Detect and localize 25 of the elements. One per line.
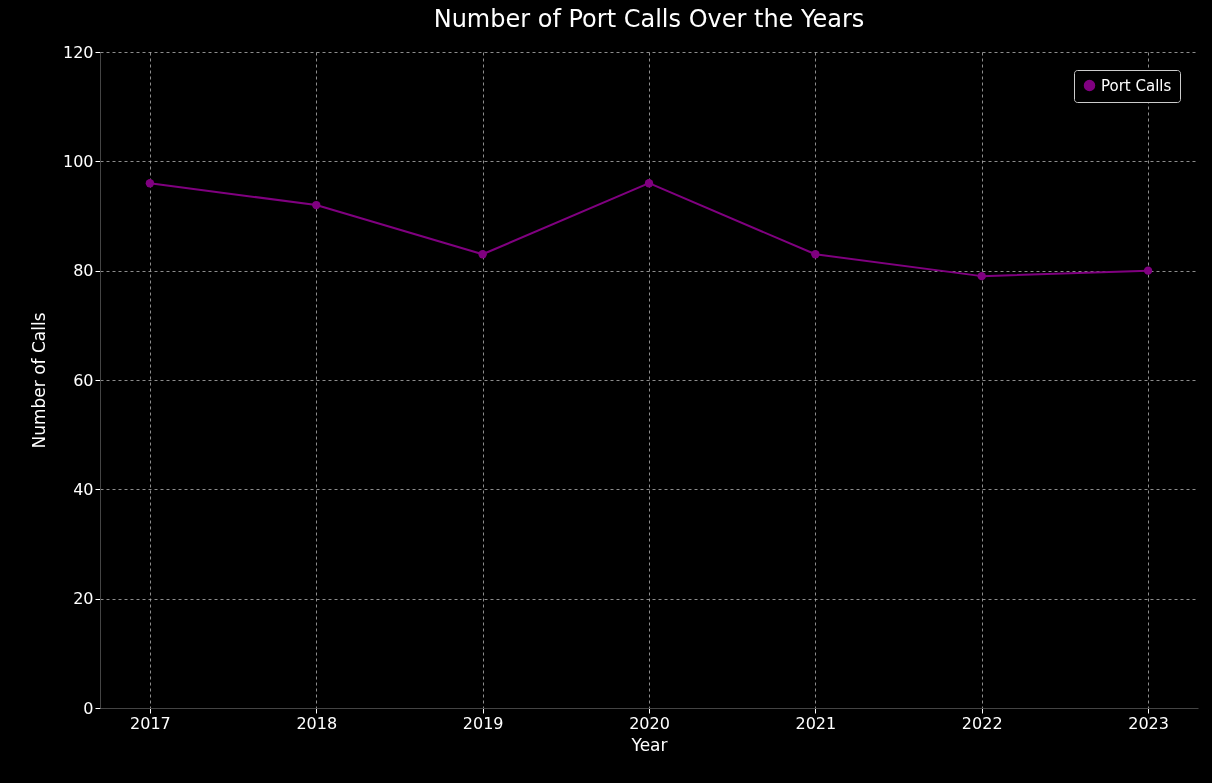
y-tick-label: 60 [73,370,94,390]
x-tick-label: 2019 [462,713,504,733]
y-tick-label: 120 [62,42,94,62]
point [977,271,986,281]
point [145,179,155,188]
legend-label: Port Calls [1101,76,1172,95]
point [644,179,654,188]
y-tick-label: 80 [73,261,94,281]
point [811,250,820,259]
x-tick-label: 2017 [130,713,171,733]
point [478,250,487,259]
y-tick-label: 0 [83,698,94,718]
y-tick-label: 40 [73,479,94,499]
y-tick-label: 20 [73,589,94,609]
x-tick-label: 2021 [795,713,837,733]
x-tick-label: 2018 [296,713,338,733]
point [1143,266,1153,275]
x-axis-title: Year [630,734,668,755]
point [312,200,321,210]
x-tick-label: 2020 [629,713,670,733]
chart-title: Number of Port Calls Over the Years [433,5,865,33]
x-tick-label: 2022 [961,713,1003,733]
x-tick-label: 2023 [1128,713,1169,733]
y-tick-label: 100 [62,151,94,171]
y-axis-title: Number of Calls [28,312,49,449]
